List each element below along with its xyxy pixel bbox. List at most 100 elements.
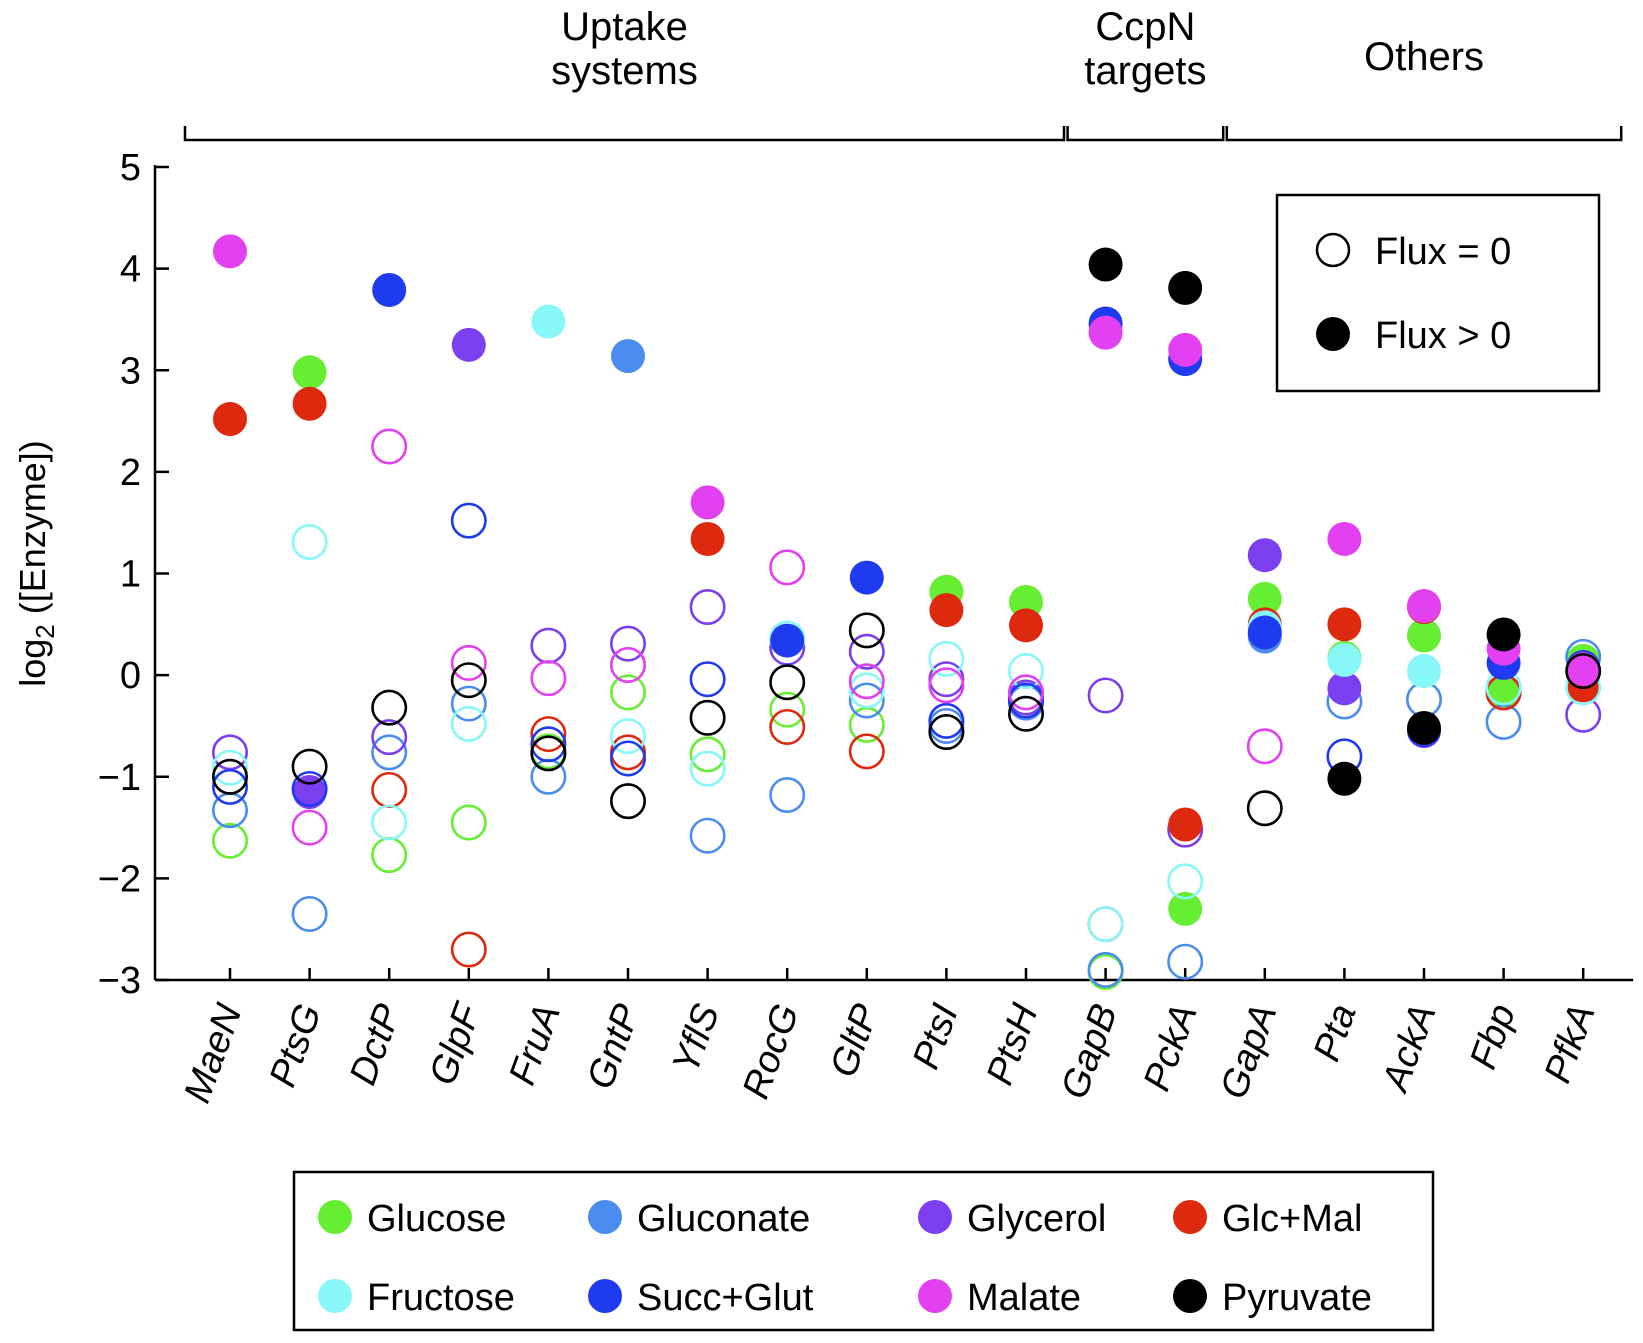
category-label-frua: FruA	[501, 999, 569, 1091]
point-glycerol-ptsg	[292, 774, 327, 809]
point-succ-glut-ptsg	[291, 770, 328, 807]
series-legend: Glucose Gluconate Glycerol Glc+Mal Fructose S…	[292, 1170, 1435, 1332]
category-label-fbp: Fbp	[1462, 999, 1524, 1075]
legend-label-succ-glut: Succ+Glut	[637, 1277, 814, 1319]
data-points	[212, 234, 1602, 990]
point-malate-ptsh	[1007, 674, 1044, 711]
category-label-dctp: DctP	[342, 998, 410, 1090]
point-malate-maen	[213, 234, 247, 269]
point-pyruvate-pcka	[1168, 270, 1203, 305]
category-label-ptsh: PtsH	[979, 998, 1047, 1090]
category-label-ptsg: PtsG	[262, 999, 330, 1093]
legend-marker-fructose	[318, 1279, 352, 1313]
point-pyruvate-glpf	[450, 662, 487, 699]
legend-label-fructose: Fructose	[367, 1277, 515, 1319]
point-succ-glut-dctp	[372, 272, 407, 307]
point-gluconate-yfls	[689, 817, 726, 854]
category-label-ptsi: PtsI	[905, 998, 967, 1074]
series-glc-mal	[213, 386, 1601, 968]
flux-zero-marker	[1315, 232, 1351, 268]
point-fructose-frua	[531, 304, 566, 339]
point-pyruvate-rocg	[769, 664, 806, 701]
point-malate-acka	[1407, 589, 1441, 624]
point-succ-glut-rocg	[770, 623, 805, 658]
point-glc-mal-frua	[530, 716, 567, 753]
point-pyruvate-gapa	[1246, 790, 1283, 827]
point-fructose-ptsh	[1007, 653, 1044, 690]
point-gluconate-ptsg	[291, 895, 328, 932]
legend-marker-glycerol	[918, 1200, 952, 1234]
point-glc-mal-pta	[1327, 607, 1362, 642]
category-label-pfka: PfkA	[1537, 999, 1604, 1089]
legend-label-glc-mal: Glc+Mal	[1222, 1198, 1362, 1240]
group-bracket	[1225, 126, 1623, 142]
point-succ-glut-frua	[530, 726, 567, 763]
point-pyruvate-gapb	[1088, 247, 1123, 282]
point-glc-mal-glpf	[450, 931, 487, 968]
point-fructose-gntp	[609, 718, 646, 755]
point-glc-mal-dctp	[371, 771, 408, 808]
y-tick-label: 5	[120, 147, 141, 189]
point-pyruvate-ptsi	[928, 714, 965, 751]
point-glucose-gntp	[609, 674, 646, 711]
point-glycerol-gltp	[848, 633, 885, 670]
point-malate-rocg	[769, 549, 806, 586]
category-label-gapb: GapB	[1053, 999, 1126, 1105]
y-axis-label: log2 ([Enzyme])	[12, 440, 60, 687]
legend-label-glycerol: Glycerol	[967, 1198, 1106, 1240]
group-label: targets	[1084, 49, 1206, 93]
point-malate-frua	[530, 660, 567, 697]
series-legend-box	[292, 1170, 1435, 1332]
series-gluconate	[212, 339, 1602, 988]
point-pyruvate-ptsh	[1007, 695, 1044, 732]
group-label: systems	[551, 49, 698, 93]
point-glc-mal-rocg	[769, 708, 806, 745]
point-succ-glut-glpf	[450, 502, 487, 539]
point-succ-glut-ptsi	[928, 702, 965, 739]
point-pyruvate-dctp	[371, 689, 408, 726]
flux-positive-label: Flux > 0	[1375, 315, 1511, 357]
y-tick-label: 2	[120, 452, 141, 494]
point-malate-pfka	[1566, 652, 1601, 687]
point-malate-dctp	[371, 428, 408, 465]
point-gluconate-pcka	[1167, 943, 1204, 980]
series-glycerol	[212, 327, 1602, 848]
legend-marker-pyruvate	[1173, 1279, 1207, 1313]
point-gluconate-gntp	[611, 339, 645, 374]
y-tick-label: −1	[98, 757, 141, 799]
point-fructose-glpf	[450, 705, 487, 742]
point-malate-ptsg	[291, 809, 328, 846]
category-label-pcka: PckA	[1136, 999, 1206, 1097]
point-pyruvate-fbp	[1486, 617, 1521, 652]
point-pyruvate-gntp	[609, 783, 646, 820]
flux-legend-box	[1275, 193, 1601, 393]
point-pyruvate-pfka	[1565, 653, 1602, 690]
point-glycerol-pta	[1327, 671, 1362, 706]
category-label-glpf: GlpF	[422, 997, 490, 1090]
point-succ-glut-yfls	[689, 661, 726, 698]
legend-marker-glucose	[318, 1200, 352, 1234]
point-glc-mal-yfls	[690, 521, 725, 556]
point-fructose-ptsi	[928, 640, 965, 677]
point-glycerol-frua	[530, 627, 567, 664]
series-fructose	[212, 304, 1602, 943]
flux-legend: Flux = 0 Flux > 0	[1275, 193, 1601, 393]
y-tick-label: 0	[120, 655, 141, 697]
point-malate-gntp	[609, 646, 646, 683]
point-glycerol-glpf	[451, 327, 486, 362]
point-gluconate-gapb	[1087, 951, 1124, 988]
category-label-gltp: GltP	[823, 998, 888, 1082]
point-pyruvate-pta	[1327, 761, 1362, 796]
category-label-maen: MaeN	[176, 998, 250, 1108]
legend-label-pyruvate: Pyruvate	[1222, 1277, 1372, 1319]
point-glucose-pcka	[1168, 891, 1203, 926]
point-malate-gapb	[1088, 315, 1123, 350]
legend-label-malate: Malate	[967, 1277, 1081, 1319]
legend-label-glucose: Glucose	[367, 1198, 506, 1240]
point-fructose-yfls	[689, 750, 726, 787]
legend-marker-succ-glut	[588, 1279, 622, 1313]
y-tick-label: 1	[120, 554, 141, 596]
point-glc-mal-ptsg	[292, 386, 327, 421]
point-pyruvate-ptsg	[291, 748, 328, 785]
point-malate-glpf	[450, 644, 487, 681]
